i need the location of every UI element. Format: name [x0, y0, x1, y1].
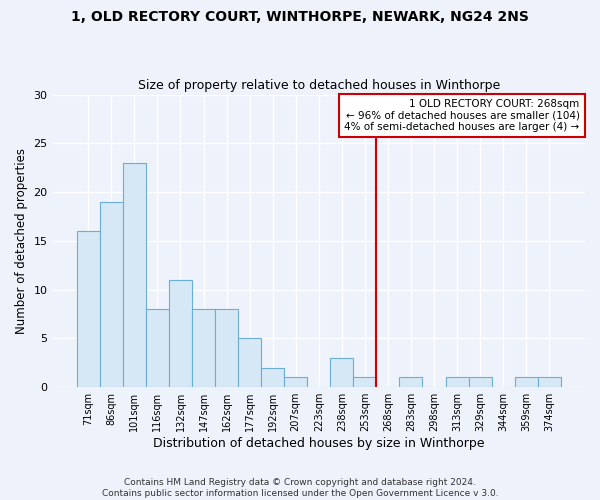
Bar — [238, 338, 261, 387]
Y-axis label: Number of detached properties: Number of detached properties — [15, 148, 28, 334]
Bar — [192, 309, 215, 387]
Bar — [353, 378, 376, 387]
Text: 1 OLD RECTORY COURT: 268sqm
← 96% of detached houses are smaller (104)
4% of sem: 1 OLD RECTORY COURT: 268sqm ← 96% of det… — [344, 99, 580, 132]
Bar — [146, 309, 169, 387]
Bar — [215, 309, 238, 387]
Bar — [261, 368, 284, 387]
X-axis label: Distribution of detached houses by size in Winthorpe: Distribution of detached houses by size … — [153, 437, 485, 450]
Bar — [169, 280, 192, 387]
Bar — [446, 378, 469, 387]
Bar — [77, 231, 100, 387]
Bar — [284, 378, 307, 387]
Bar — [330, 358, 353, 387]
Text: 1, OLD RECTORY COURT, WINTHORPE, NEWARK, NG24 2NS: 1, OLD RECTORY COURT, WINTHORPE, NEWARK,… — [71, 10, 529, 24]
Bar — [538, 378, 561, 387]
Bar — [100, 202, 123, 387]
Bar — [515, 378, 538, 387]
Bar — [123, 163, 146, 387]
Bar — [469, 378, 491, 387]
Bar — [400, 378, 422, 387]
Text: Contains HM Land Registry data © Crown copyright and database right 2024.
Contai: Contains HM Land Registry data © Crown c… — [101, 478, 499, 498]
Title: Size of property relative to detached houses in Winthorpe: Size of property relative to detached ho… — [137, 79, 500, 92]
